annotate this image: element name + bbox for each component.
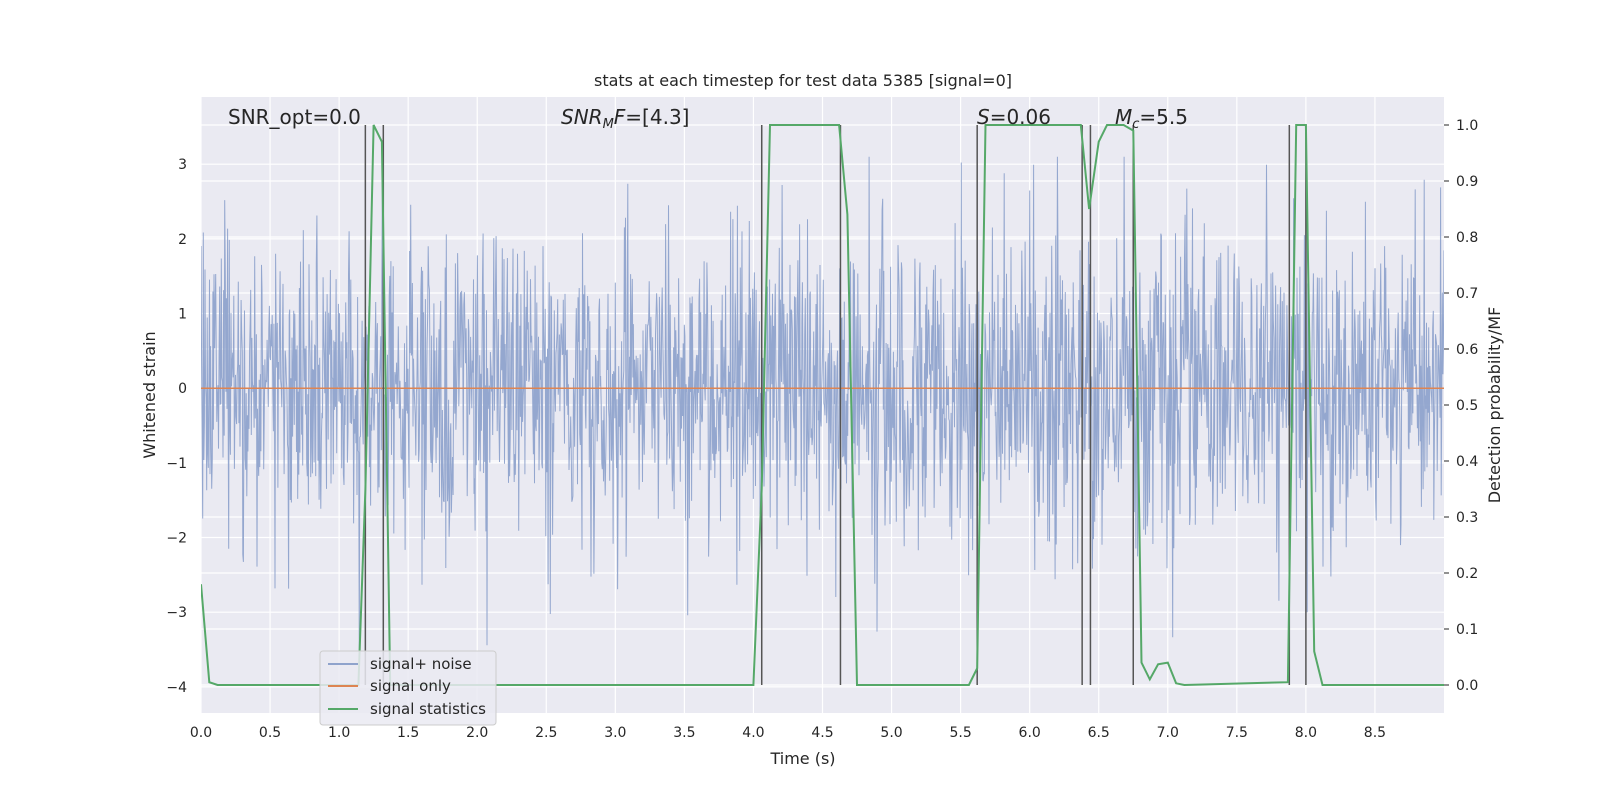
annotation-mc: Mc=5.5 [1115, 105, 1188, 132]
y-axis-ticks: 3 2 1 0 −1 −2 −3 −4 [166, 157, 187, 696]
y2-tick-label: 0.3 [1456, 510, 1478, 526]
legend-label-signal-statistics: signal statistics [370, 700, 486, 718]
series-signal-noise [201, 156, 1444, 658]
x-tick-label: 7.0 [1157, 725, 1179, 741]
legend-label-signal-noise: signal+ noise [370, 655, 472, 673]
x-tick-label: 2.5 [535, 725, 557, 741]
x-tick-label: 6.5 [1088, 725, 1110, 741]
y-tick-label: −1 [166, 456, 187, 472]
y2-tick-label: 1.0 [1456, 118, 1478, 134]
x-tick-label: 1.5 [397, 725, 419, 741]
legend-label-signal-only: signal only [370, 677, 451, 695]
y2-axis-label: Detection probability/MF [1485, 307, 1504, 504]
x-tick-label: 4.5 [811, 725, 833, 741]
y2-tick-label: 0.5 [1456, 398, 1478, 414]
x-axis-label: Time (s) [769, 749, 835, 768]
y-axis-label: Whitened strain [140, 331, 159, 458]
y2-tick-label: 0.2 [1456, 566, 1478, 582]
annotations: SNR_opt=0.0 SNRMF=[4.3] S=0.06 Mc=5.5 [228, 105, 1188, 132]
x-axis-ticks: 0.0 0.5 1.0 1.5 2.0 2.5 3.0 3.5 4.0 4.5 5.0 5.5 6.0 6… [190, 725, 1386, 741]
y-tick-label: −3 [166, 605, 187, 621]
x-tick-label: 8.5 [1364, 725, 1386, 741]
legend: signal+ noise signal only signal statist… [319, 650, 497, 726]
signal-noise-line [201, 156, 1444, 658]
x-tick-label: 0.5 [259, 725, 281, 741]
y-tick-label: −4 [166, 680, 187, 696]
legend-box [319, 650, 497, 726]
annotation-snr-mf: SNRMF=[4.3] [561, 105, 689, 132]
y-tick-label: 3 [178, 157, 187, 173]
y-tick-label: −2 [166, 531, 187, 547]
annotation-snr-opt: SNR_opt=0.0 [228, 105, 361, 129]
x-tick-label: 0.0 [190, 725, 212, 741]
vertical-markers [364, 125, 1307, 685]
x-tick-label: 1.0 [328, 725, 350, 741]
y-tick-label: 0 [178, 381, 187, 397]
x-tick-label: 3.0 [604, 725, 626, 741]
y2-tick-label: 0.6 [1456, 342, 1478, 358]
y-tick-label: 2 [178, 232, 187, 248]
y-tick-label: 1 [178, 307, 187, 323]
y2-tick-label: 0.8 [1456, 230, 1478, 246]
y2-tick-label: 0.7 [1456, 286, 1478, 302]
x-tick-label: 6.0 [1019, 725, 1041, 741]
x-tick-label: 5.0 [880, 725, 902, 741]
signal-statistics-line [201, 124, 1444, 687]
y2-tick-label: 0.4 [1456, 454, 1478, 470]
x-tick-label: 7.5 [1226, 725, 1248, 741]
x-tick-label: 2.0 [466, 725, 488, 741]
y2-tick-label: 0.1 [1456, 622, 1478, 638]
x-tick-label: 4.0 [742, 725, 764, 741]
x-tick-label: 8.0 [1295, 725, 1317, 741]
series-signal-statistics [201, 124, 1444, 687]
x-tick-label: 3.5 [673, 725, 695, 741]
x-tick-label: 5.5 [949, 725, 971, 741]
y2-tick-label: 0.0 [1456, 678, 1478, 694]
chart-title: stats at each timestep for test data 538… [594, 71, 1012, 90]
y2-tick-label: 0.9 [1456, 174, 1478, 190]
y2-axis-ticks: 1.0 0.9 0.8 0.7 0.6 0.5 0.4 0.3 0.2 0.1 0.0 [1444, 118, 1478, 694]
annotation-s: S=0.06 [977, 105, 1051, 129]
